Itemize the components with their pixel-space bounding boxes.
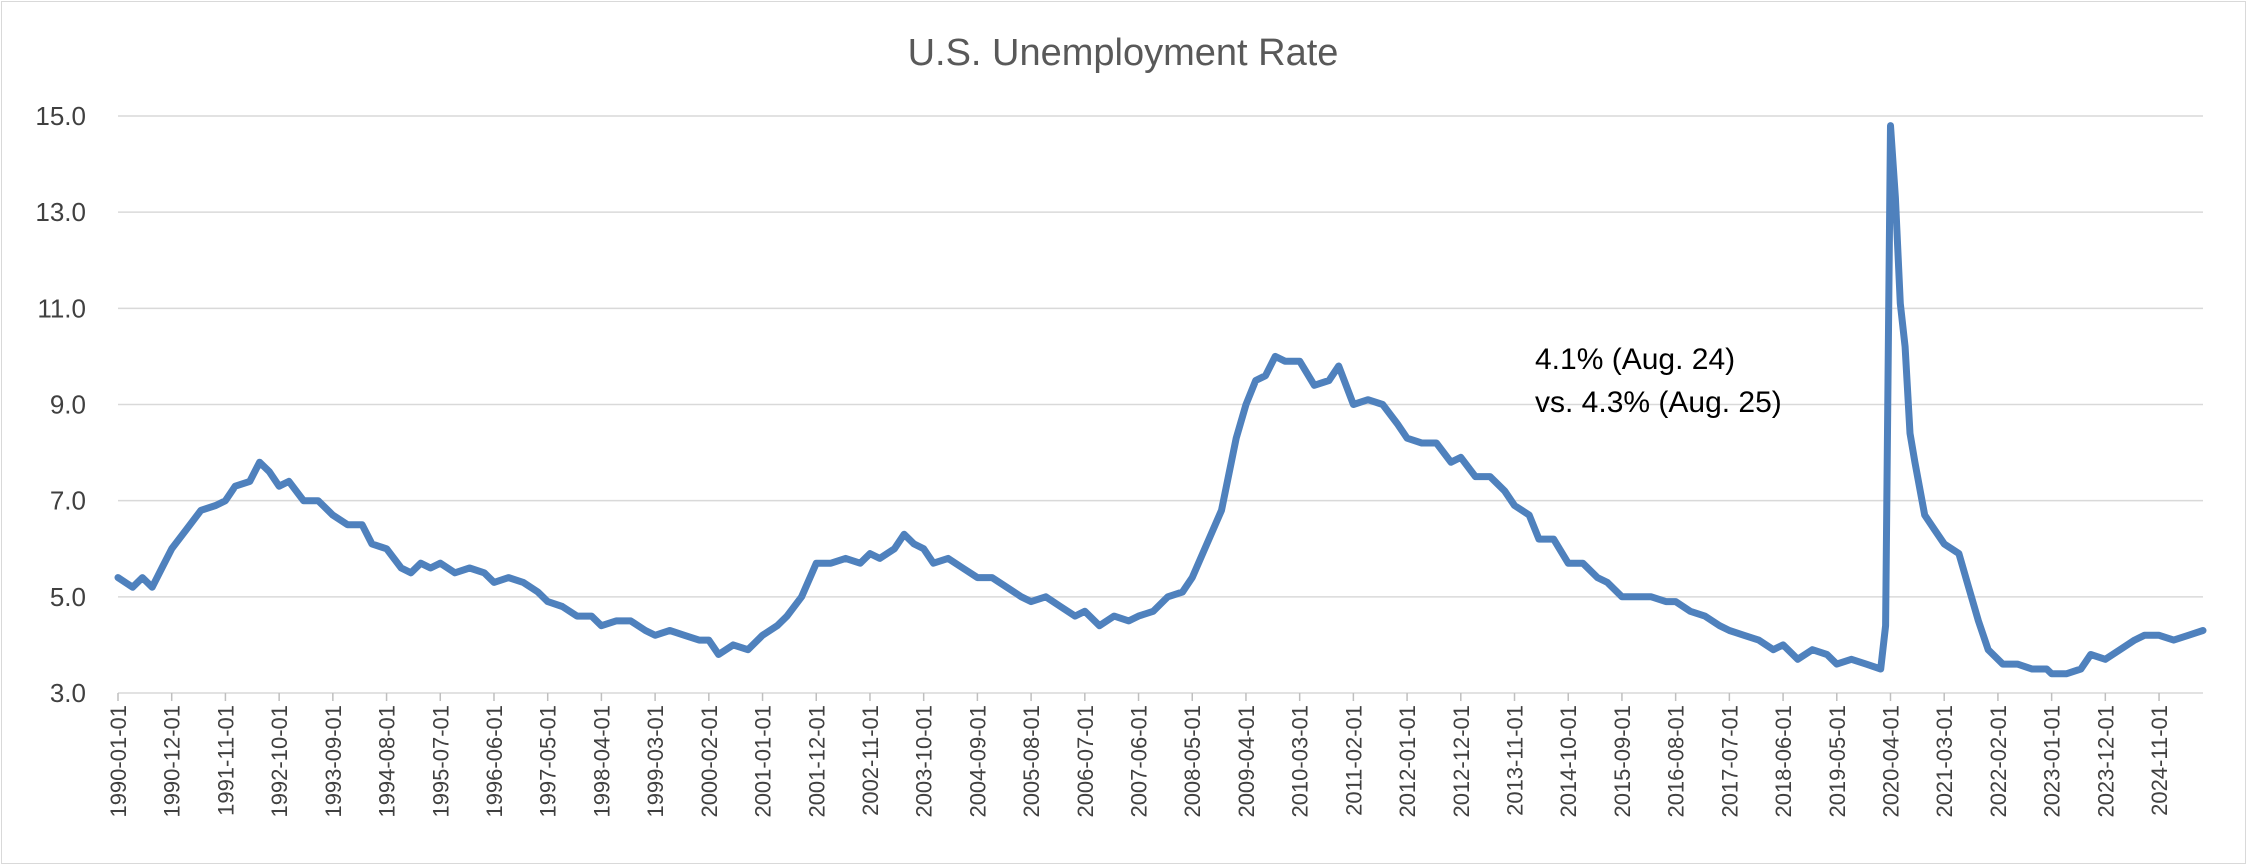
x-tick-label: 1991-11-01	[213, 705, 238, 816]
x-tick-label: 2001-01-01	[751, 705, 776, 818]
x-tick-label: 1998-04-01	[589, 705, 614, 818]
x-tick-label: 2020-04-01	[1878, 705, 1903, 818]
x-tick-label: 2016-08-01	[1664, 705, 1689, 818]
x-tick-label: 2017-07-01	[1717, 705, 1742, 818]
x-tick-label: 2015-09-01	[1610, 705, 1635, 818]
x-tick-label: 2019-05-01	[1825, 705, 1850, 818]
annotation-line-1: 4.1% (Aug. 24)	[1535, 343, 1735, 376]
x-tick-label: 2005-08-01	[1019, 705, 1044, 818]
y-tick-label: 5.0	[50, 582, 86, 612]
x-tick-label: 2024-11-01	[2147, 705, 2172, 816]
x-tick-label: 2009-04-01	[1234, 705, 1259, 818]
x-tick-label: 2023-12-01	[2093, 705, 2118, 818]
unemployment-rate-line	[114, 122, 2207, 678]
x-tick-label: 1990-12-01	[160, 705, 185, 818]
x-tick-label: 1990-01-01	[106, 705, 131, 818]
x-tick-label: 2012-01-01	[1395, 705, 1420, 818]
x-tick-label: 2002-11-01	[858, 705, 883, 816]
y-tick-label: 15.0	[35, 101, 86, 131]
x-tick-label: 1992-10-01	[267, 705, 292, 818]
x-tick-label: 1999-03-01	[643, 705, 668, 818]
x-tick-label: 2022-02-01	[1986, 705, 2011, 818]
x-tick-label: 1997-05-01	[536, 705, 561, 818]
x-tick-label: 2011-02-01	[1341, 705, 1366, 816]
x-tick-label: 2001-12-01	[804, 705, 829, 818]
x-tick-label: 2010-03-01	[1288, 705, 1313, 818]
gridlines	[118, 115, 2203, 694]
x-tick-label: 2014-10-01	[1556, 705, 1581, 818]
y-tick-label: 9.0	[50, 390, 86, 420]
x-tick-label: 2004-09-01	[965, 705, 990, 818]
x-tick-label: 1994-08-01	[375, 705, 400, 818]
x-axis-ticks: 1990-01-01 1990-12-01 1991-11-01 1992-10-01…	[106, 693, 2172, 818]
x-tick-label: 1996-06-01	[482, 705, 507, 818]
series-layer	[114, 122, 2207, 678]
x-tick-label: 2008-05-01	[1180, 705, 1205, 818]
x-tick-label: 1993-09-01	[321, 705, 346, 818]
y-axis-ticks: 3.0 5.0 7.0 9.0 11.0 13.0 15.0	[35, 101, 86, 708]
y-tick-label: 3.0	[50, 678, 86, 708]
y-tick-label: 7.0	[50, 486, 86, 516]
x-tick-label: 2013-11-01	[1503, 705, 1528, 816]
x-tick-label: 1995-07-01	[428, 705, 453, 818]
chart-title: U.S. Unemployment Rate	[908, 32, 1339, 74]
x-tick-label: 2012-12-01	[1449, 705, 1474, 818]
x-tick-label: 2000-02-01	[697, 705, 722, 818]
y-tick-label: 11.0	[37, 293, 86, 323]
annotation-line-2: vs. 4.3% (Aug. 25)	[1535, 386, 1782, 419]
x-tick-label: 2007-06-01	[1127, 705, 1152, 818]
x-tick-label: 2018-06-01	[1771, 705, 1796, 818]
y-tick-label: 13.0	[35, 197, 86, 227]
x-tick-label: 2021-03-01	[1932, 705, 1957, 818]
x-tick-label: 2006-07-01	[1073, 705, 1098, 818]
x-tick-label: 2023-01-01	[2040, 705, 2065, 818]
x-tick-label: 2003-10-01	[912, 705, 937, 818]
